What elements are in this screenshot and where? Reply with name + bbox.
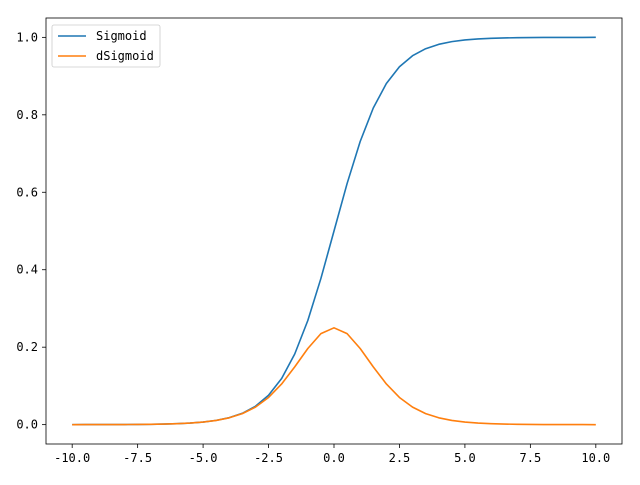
x-axis: -10.0 -7.5 -5.0 -2.5 0.0 2.5 5.0 7.5 10.0 bbox=[54, 444, 610, 465]
y-tick-label: 1.0 bbox=[16, 30, 38, 44]
x-tick-label: -7.5 bbox=[123, 451, 152, 465]
y-tick-label: 0.6 bbox=[16, 185, 38, 199]
x-tick-label: 10.0 bbox=[581, 451, 610, 465]
x-tick-label: 5.0 bbox=[454, 451, 476, 465]
x-tick-label: 2.5 bbox=[389, 451, 411, 465]
legend: Sigmoid dSigmoid bbox=[51, 24, 161, 68]
series-line-dsigmoid bbox=[72, 327, 596, 426]
legend-label-dsigmoid: dSigmoid bbox=[96, 49, 154, 63]
x-tick-label: -5.0 bbox=[189, 451, 218, 465]
x-tick-label: 7.5 bbox=[520, 451, 542, 465]
x-tick-label: -2.5 bbox=[254, 451, 283, 465]
legend-label-sigmoid: Sigmoid bbox=[96, 29, 147, 43]
series-layer bbox=[72, 36, 596, 426]
y-tick-label: 0.8 bbox=[16, 108, 38, 122]
y-tick-label: 0.0 bbox=[16, 418, 38, 432]
x-tick-label: 0.0 bbox=[323, 451, 345, 465]
y-axis: 0.0 0.2 0.4 0.6 0.8 1.0 bbox=[16, 30, 46, 432]
x-tick-label: -10.0 bbox=[54, 451, 90, 465]
y-tick-label: 0.4 bbox=[16, 263, 38, 277]
y-tick-label: 0.2 bbox=[16, 340, 38, 354]
